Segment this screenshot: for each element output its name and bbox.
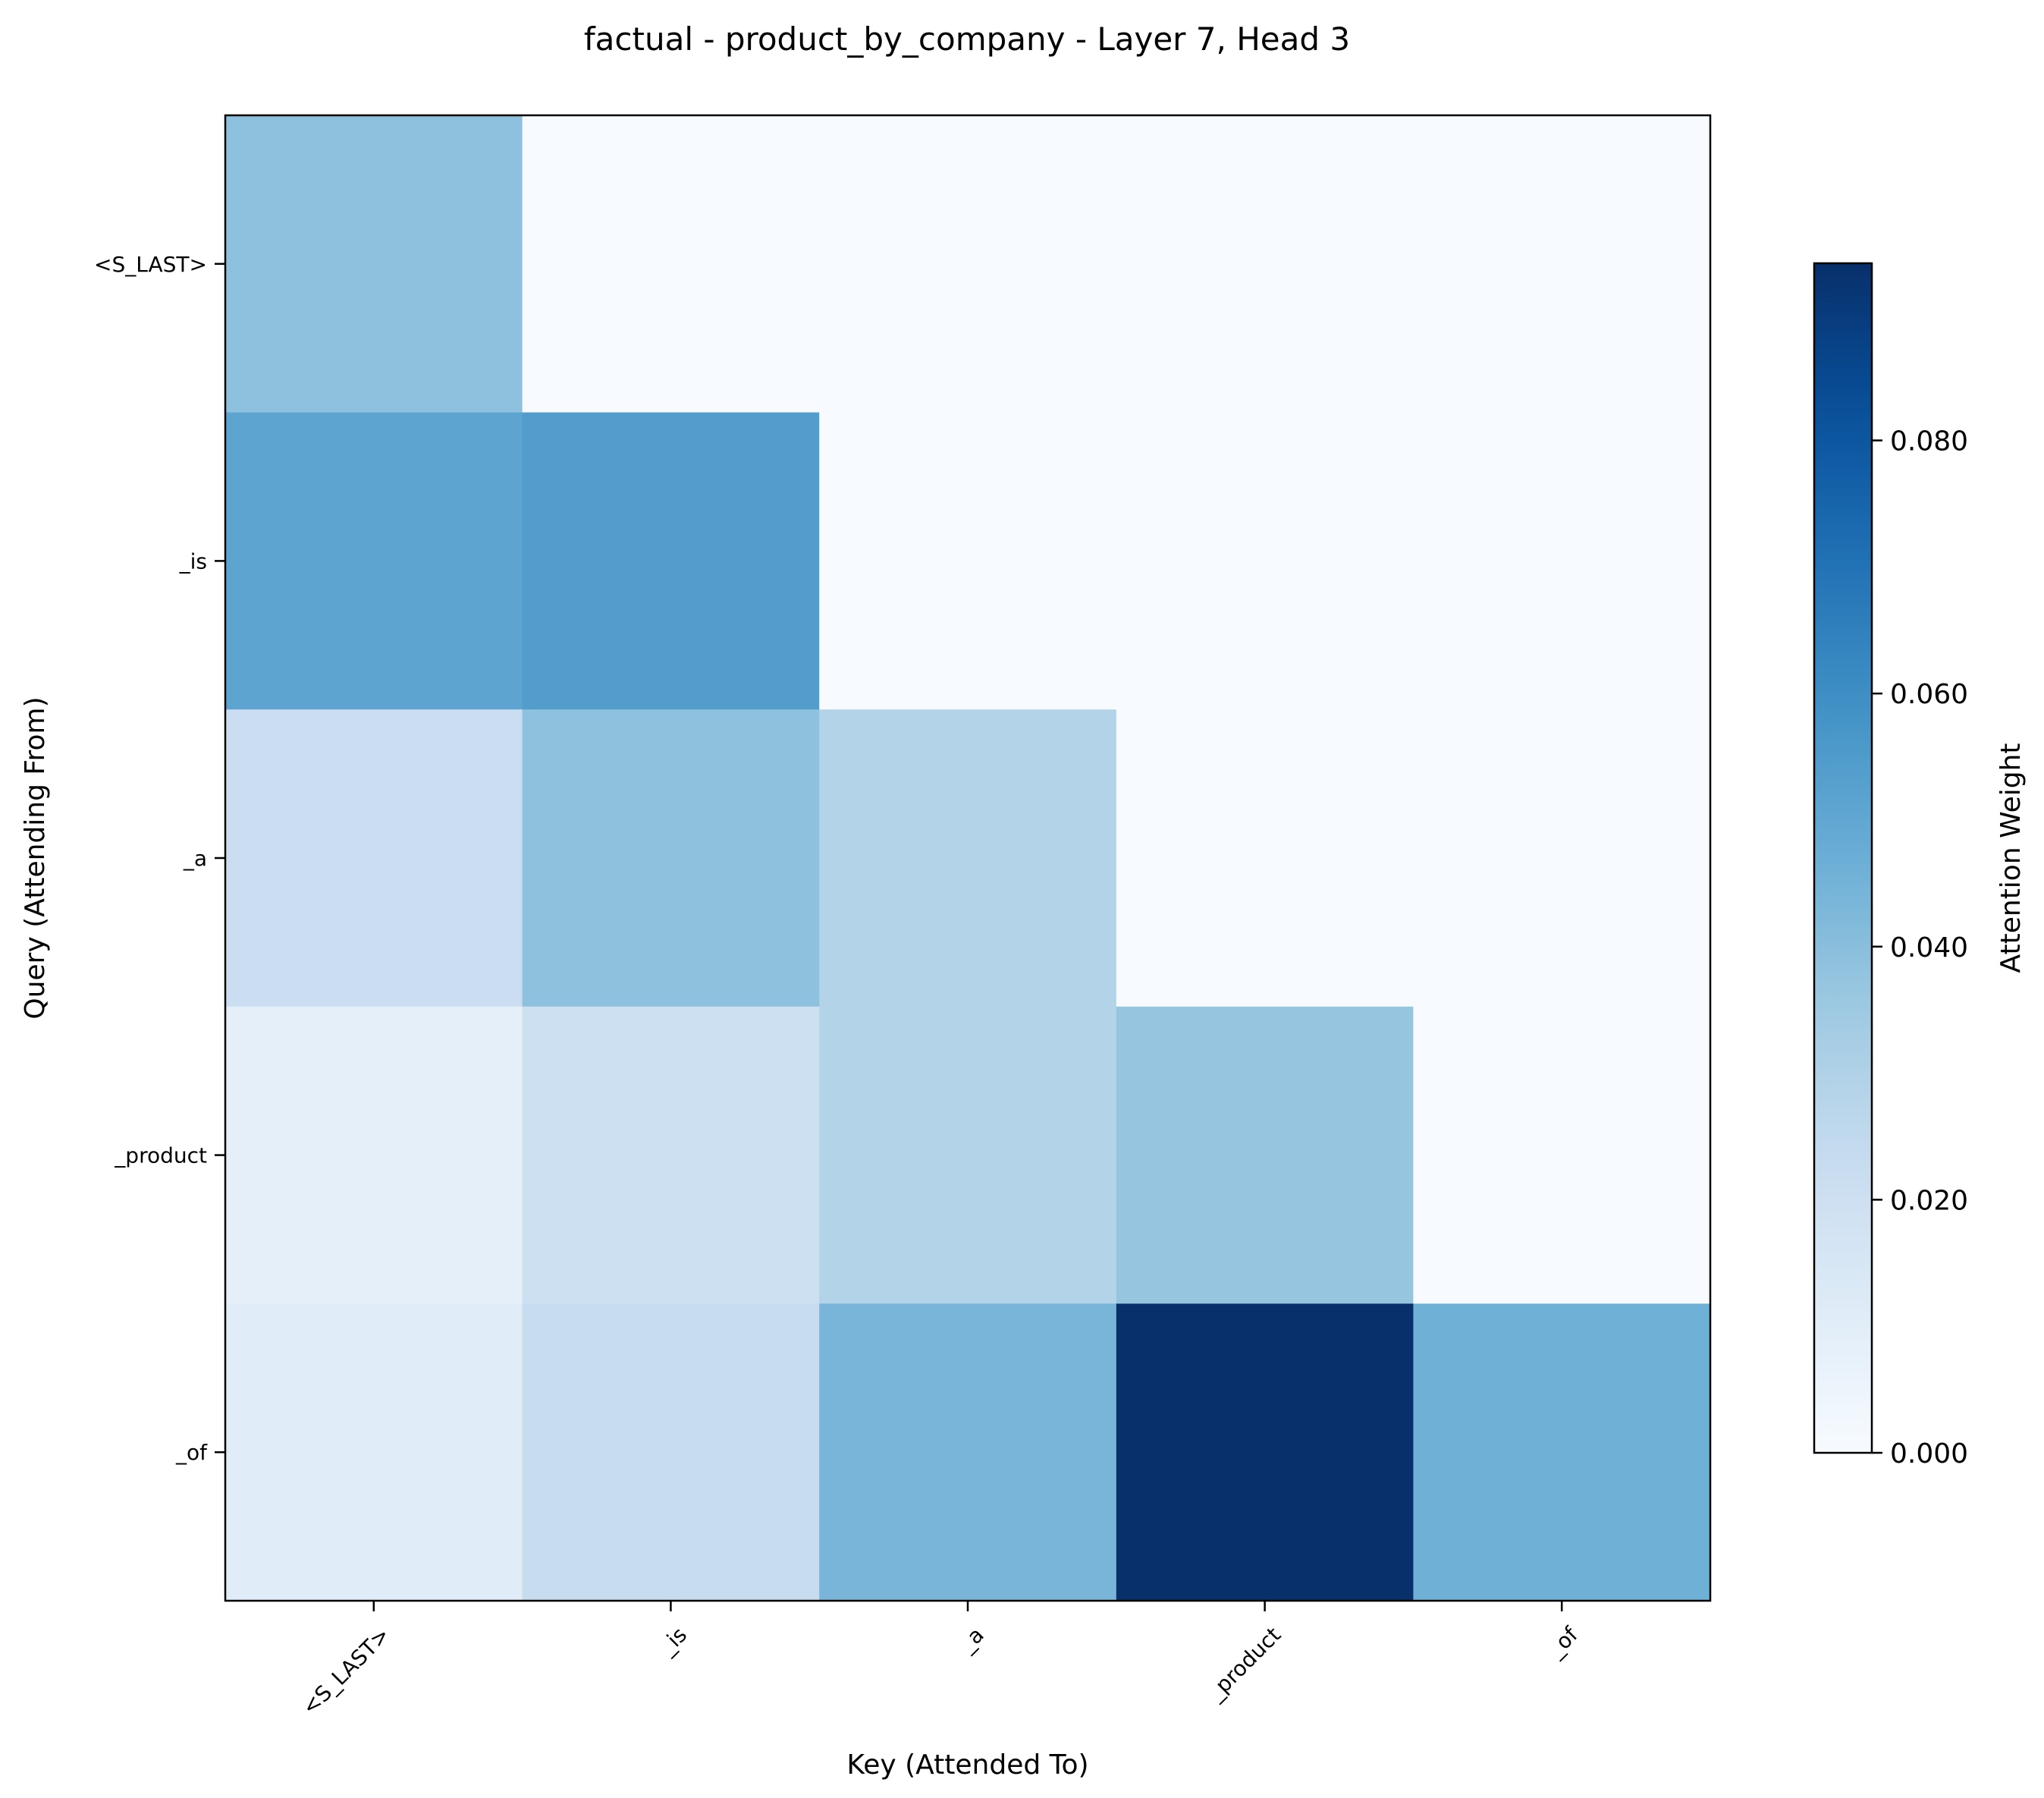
x-tick-label: _product (1202, 1622, 1286, 1705)
heatmap-cell (1413, 115, 1711, 413)
heatmap-cell (1413, 412, 1711, 710)
colorbar-tick-label: 0.060 (1890, 679, 1968, 710)
y-tick-label: _is (179, 549, 207, 574)
heatmap-cell (522, 1006, 820, 1304)
heatmap-cell (1413, 709, 1711, 1007)
heatmap-cell (1116, 115, 1414, 413)
heatmap-cell (1116, 412, 1414, 710)
colorbar-tick-label: 0.000 (1890, 1438, 1968, 1470)
y-tick-label: _product (114, 1143, 207, 1168)
heatmap-cell (225, 709, 523, 1007)
heatmap-cell (1413, 1006, 1711, 1304)
x-axis-label: Key (Attended To) (846, 1749, 1088, 1781)
heatmap-cell (522, 115, 820, 413)
heatmap-cell (819, 115, 1117, 413)
x-axis-ticks: <S_LAST> _is _a _product _of (297, 1601, 1584, 1720)
x-tick-label: <S_LAST> (297, 1622, 395, 1720)
colorbar-ticks: 0.000 0.020 0.040 0.060 0.080 (1872, 426, 1968, 1470)
x-tick-label: _a (954, 1622, 989, 1657)
heatmap-cell (819, 412, 1117, 710)
heatmap-cell (522, 709, 820, 1007)
heatmap-cell (819, 1303, 1117, 1602)
heatmap-cell (1116, 1006, 1414, 1304)
colorbar-gradient (1813, 262, 1873, 1454)
heatmap-cell (1116, 709, 1414, 1007)
y-tick-label: _of (175, 1440, 208, 1465)
heatmap-cell (522, 412, 820, 710)
chart-title: factual - product_by_company - Layer 7, … (584, 20, 1350, 58)
colorbar: 0.000 0.020 0.040 0.060 0.080 Attention Weig… (1813, 262, 2027, 1470)
heatmap-cell (522, 1303, 820, 1602)
x-tick-label: _of (1543, 1622, 1584, 1663)
heatmap-cell (225, 1006, 523, 1304)
heatmap-cell (1413, 1303, 1711, 1602)
colorbar-tick-label: 0.080 (1890, 426, 1968, 457)
colorbar-label: Attention Weight (1995, 743, 2027, 973)
heatmap-cell (1116, 1303, 1414, 1602)
heatmap-cell (819, 709, 1117, 1007)
y-axis-ticks: <S_LAST> _is _a _product _of (94, 252, 225, 1465)
y-tick-label: <S_LAST> (94, 252, 207, 277)
heatmap-cells (225, 115, 1711, 1602)
heatmap-cell (225, 1303, 523, 1602)
heatmap-cell (225, 412, 523, 710)
heatmap-cell (819, 1006, 1117, 1304)
colorbar-tick-label: 0.040 (1890, 932, 1968, 963)
colorbar-tick-label: 0.020 (1890, 1185, 1968, 1216)
x-tick-label: _is (654, 1622, 692, 1660)
heatmap-cell (225, 115, 523, 413)
y-axis-label: Query (Attending From) (20, 696, 51, 1019)
y-tick-label: _a (183, 846, 207, 871)
